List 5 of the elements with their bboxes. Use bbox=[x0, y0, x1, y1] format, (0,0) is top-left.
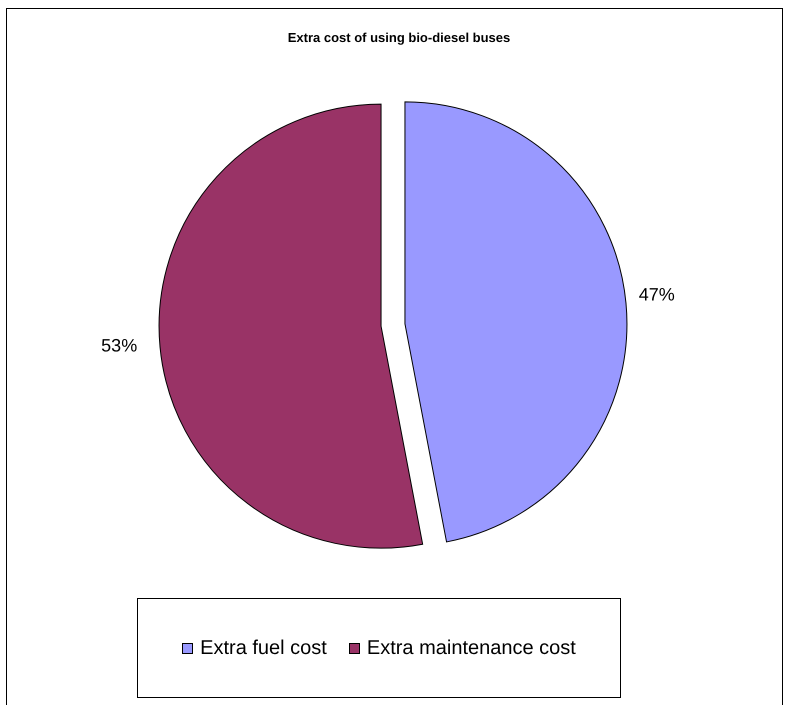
chart-title: Extra cost of using bio-diesel buses bbox=[286, 30, 512, 45]
legend-label: Extra maintenance cost bbox=[366, 636, 576, 660]
data-label: 53% bbox=[101, 335, 138, 356]
legend-label: Extra fuel cost bbox=[200, 636, 327, 660]
data-label: 47% bbox=[638, 284, 675, 305]
